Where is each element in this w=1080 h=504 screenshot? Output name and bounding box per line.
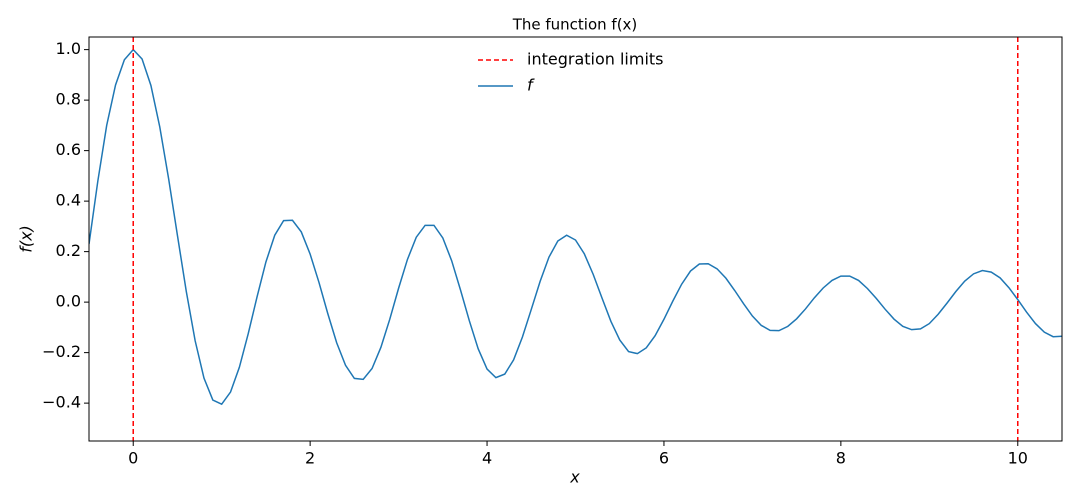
y-tick-label: 0.8 [56, 90, 81, 109]
y-tick-label: 0.0 [56, 292, 81, 311]
line-series [89, 48, 1062, 406]
plot-frame [88, 36, 1063, 442]
y-axis-label: f(x) [17, 225, 36, 253]
y-tick-label: 1.0 [56, 39, 81, 58]
x-tick-label: 2 [305, 449, 315, 468]
chart-title: The function f(x) [512, 16, 638, 34]
y-tick-label: 0.4 [56, 191, 81, 210]
legend-label: integration limits [527, 50, 664, 69]
x-tick-label: 4 [482, 449, 492, 468]
x-tick-label: 8 [836, 449, 846, 468]
y-tick-label: −0.2 [42, 342, 81, 361]
y-tick-label: −0.4 [42, 393, 81, 412]
y-tick-label: 0.6 [56, 140, 81, 159]
x-tick-label: 10 [1008, 449, 1028, 468]
x-tick-label: 6 [659, 449, 669, 468]
legend-label: f [527, 76, 535, 95]
x-tick-label: 0 [128, 449, 138, 468]
x-axis-label: x [569, 468, 580, 487]
y-tick-label: 0.2 [56, 241, 81, 260]
